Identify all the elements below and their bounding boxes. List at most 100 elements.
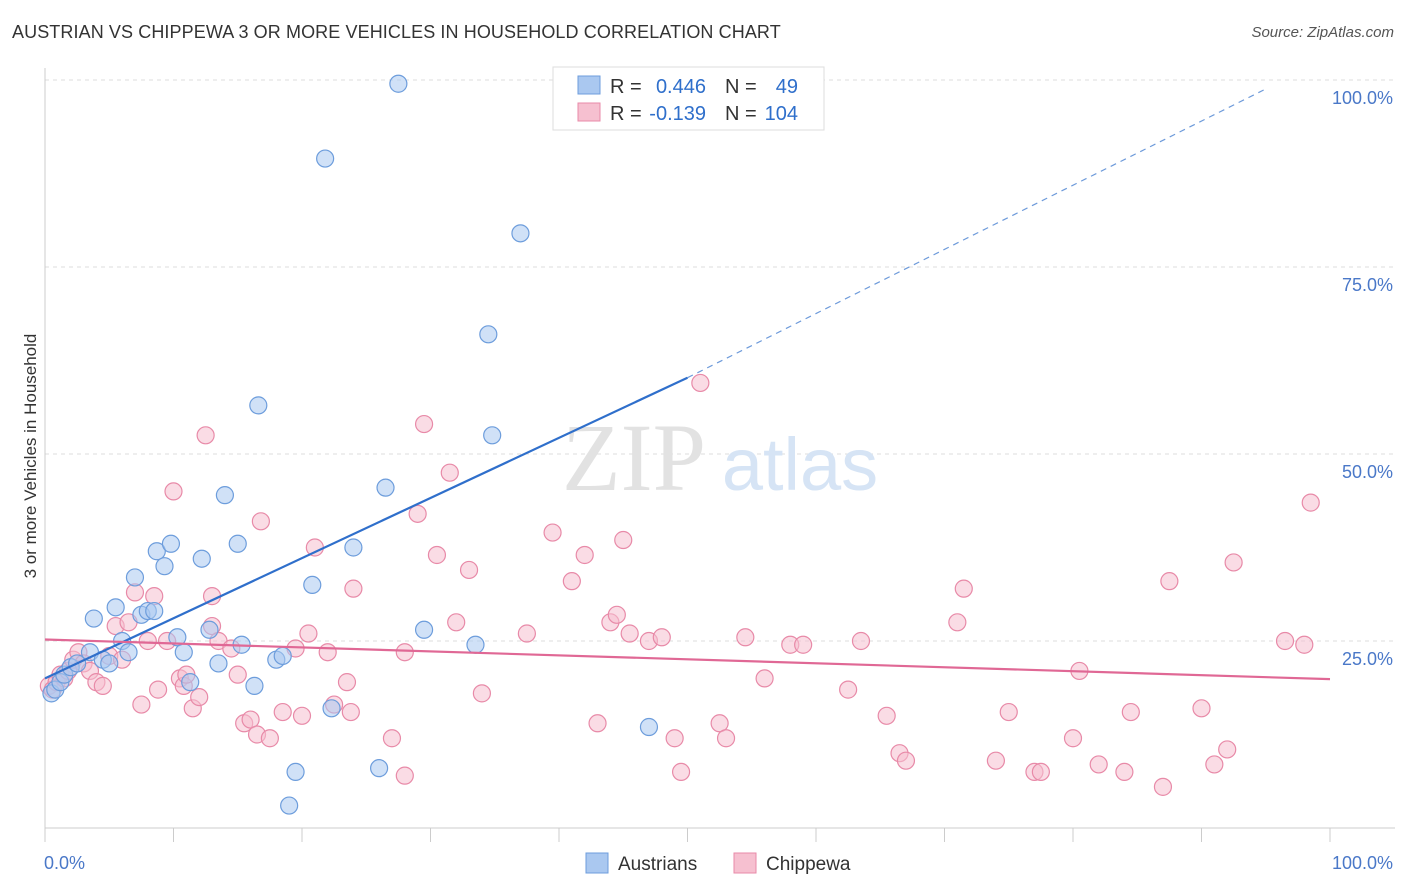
austrians-point (639, 717, 659, 737)
chippewa-point (318, 643, 337, 662)
chippewa-point (273, 702, 292, 722)
chippewa-point (1063, 729, 1083, 748)
austrians-trend-extension (687, 88, 1267, 379)
chippewa-point (1192, 699, 1211, 718)
chippewa-point (620, 624, 639, 643)
chippewa-point (382, 729, 402, 748)
chippewa-point (671, 762, 691, 782)
austrians-point (106, 598, 125, 617)
austrians-point (322, 699, 341, 718)
chippewa-point (517, 624, 536, 643)
chippewa-point (1218, 740, 1237, 759)
chippewa-point (164, 482, 183, 501)
austrians-point (161, 534, 181, 553)
austrians-point (145, 601, 164, 621)
chippewa-point (710, 714, 729, 733)
chippewa-point (736, 628, 755, 647)
austrians-point (466, 635, 485, 654)
austrians-point (376, 478, 395, 497)
austrians-point (370, 759, 389, 778)
legend-swatch-austrians (577, 75, 601, 95)
chippewa-point (986, 751, 1006, 770)
watermark-zip: ZIP (562, 404, 706, 511)
bottom-legend-chippewa: Chippewa (766, 854, 851, 875)
legend-r-value-chippewa: -0.139 (649, 103, 706, 125)
chippewa-point (292, 706, 312, 725)
austrians-point (155, 557, 174, 576)
chippewa-point (652, 628, 671, 647)
austrians-point (344, 538, 363, 557)
austrians-point (303, 575, 322, 595)
chippewa-point (543, 523, 562, 542)
chippewa-point (1160, 572, 1179, 591)
austrians-point (316, 149, 335, 168)
chippewa-point (1121, 702, 1140, 722)
chippewa-point (1089, 755, 1108, 774)
chippewa-point (447, 613, 466, 632)
chippewa-point (408, 504, 427, 523)
chippewa-trend-line (44, 638, 1331, 681)
austrians-point (511, 224, 530, 243)
y-axis-label: 3 or more Vehicles in Household (21, 334, 40, 579)
chippewa-point (1153, 777, 1173, 796)
y-tick-label-75: 75.0% (1342, 275, 1393, 295)
chippewa-point (1295, 635, 1314, 654)
bottom-legend-austrians: Austrians (618, 854, 697, 875)
x-tick-label-max: 100.0% (1332, 853, 1393, 873)
chippewa-point (999, 702, 1018, 722)
bottom-legend-swatch-austrians (585, 852, 609, 874)
chart-title: AUSTRIAN VS CHIPPEWA 3 OR MORE VEHICLES … (12, 22, 781, 42)
chippewa-point (1224, 553, 1243, 572)
bottom-legend-swatch-chippewa (733, 852, 757, 874)
chippewa-point (1301, 493, 1320, 512)
chippewa-point (299, 624, 318, 643)
chippewa-point (241, 710, 260, 729)
austrians-trend-line (44, 376, 688, 680)
chippewa-point (691, 373, 710, 393)
austrians-point (245, 676, 264, 695)
austrians-point (100, 654, 119, 673)
y-tick-label-100: 100.0% (1332, 88, 1393, 108)
chippewa-point (459, 560, 479, 580)
legend-r-value-austrians: 0.446 (656, 76, 706, 98)
chippewa-point (562, 572, 581, 591)
chippewa-point (196, 426, 215, 445)
chippewa-point (588, 714, 607, 733)
correlation-legend: R = 0.446 N = 49 R = -0.139 N = 104 (552, 66, 825, 131)
austrians-point (125, 568, 145, 587)
chippewa-point (341, 702, 360, 722)
austrians-point (174, 643, 193, 662)
gridlines (45, 79, 1395, 642)
chippewa-point (896, 751, 916, 770)
austrians-point (414, 620, 434, 639)
austrians-point (479, 325, 498, 344)
chippewa-point (614, 530, 633, 550)
trend-lines (44, 88, 1331, 681)
chippewa-point (716, 729, 736, 748)
watermark-atlas: atlas (722, 423, 878, 506)
chippewa-point (190, 687, 209, 707)
chippewa-point (755, 669, 774, 688)
chippewa-point (839, 680, 858, 699)
legend-r-label: R = (610, 76, 642, 98)
austrians-point (389, 74, 408, 93)
chippewa-point (260, 729, 279, 748)
chippewa-point (575, 545, 594, 565)
austrians-point (286, 762, 305, 782)
austrians-point (280, 796, 299, 815)
austrians-point (228, 534, 247, 553)
legend-n-label: N = (725, 76, 757, 98)
austrians-point (147, 542, 166, 561)
axes (44, 68, 1395, 842)
chippewa-point (337, 673, 357, 692)
austrians-point (168, 628, 187, 647)
austrians-point (483, 426, 502, 445)
legend-swatch-chippewa (577, 102, 601, 122)
chippewa-point (305, 538, 324, 557)
chippewa-point (607, 605, 626, 624)
source-note: Source: ZipAtlas.com (1251, 24, 1394, 41)
chippewa-point (251, 512, 270, 531)
legend-r-label: R = (610, 103, 642, 125)
chippewa-point (472, 684, 491, 703)
